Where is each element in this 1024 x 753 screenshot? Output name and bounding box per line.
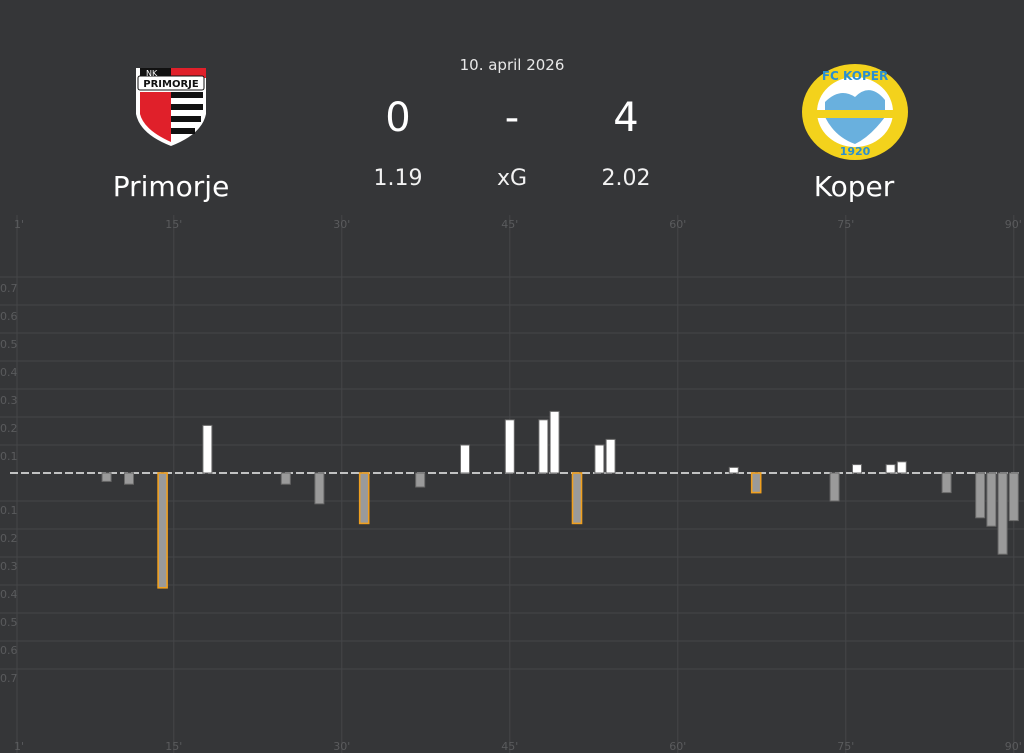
away-shot-bar <box>314 472 325 505</box>
y-tick-label: 0.7 <box>0 672 18 685</box>
away-shot-bar <box>941 472 952 494</box>
away-shot-bar <box>997 472 1008 555</box>
away-goal-bar <box>750 472 762 494</box>
x-tick-label-bottom: 15' <box>165 740 182 753</box>
x-tick-label-bottom: 60' <box>669 740 686 753</box>
away-shot-bar <box>829 472 840 502</box>
y-tick-label: 0.1 <box>0 504 18 517</box>
home-shot-bar <box>504 419 515 474</box>
x-tick-label-top: 75' <box>837 218 854 231</box>
away-xg: 2.02 <box>601 166 651 191</box>
x-tick-label-bottom: 90' <box>1005 740 1022 753</box>
away-shot-bar <box>280 472 291 485</box>
y-tick-label: 0.4 <box>0 366 18 379</box>
home-shot-bar <box>728 466 739 474</box>
home-shot-bar <box>605 438 616 474</box>
home-shot-bar <box>538 419 549 474</box>
y-tick-label: 0.6 <box>0 644 18 657</box>
score-separator: - <box>504 95 520 141</box>
x-tick-label-bottom: 30' <box>333 740 350 753</box>
y-tick-label: 0.1 <box>0 450 18 463</box>
svg-text:FC KOPER: FC KOPER <box>822 69 888 83</box>
x-tick-label-bottom: 1' <box>14 740 24 753</box>
y-tick-label: 0.4 <box>0 588 18 601</box>
home-shot-bar <box>549 410 560 474</box>
home-team-name: Primorje <box>112 170 230 203</box>
home-shot-bar <box>594 444 605 474</box>
home-shot-bar <box>852 464 862 474</box>
x-tick-label-top: 60' <box>669 218 686 231</box>
away-shot-bar <box>1008 472 1019 522</box>
home-shot-bar <box>896 461 907 474</box>
home-xg: 1.19 <box>373 166 423 191</box>
x-tick-label-bottom: 75' <box>837 740 854 753</box>
match-date: 10. april 2026 <box>459 56 565 74</box>
y-tick-label: 0.7 <box>0 282 18 295</box>
x-tick-label-top: 30' <box>333 218 350 231</box>
y-tick-label: 0.2 <box>0 532 18 545</box>
y-tick-label: 0.5 <box>0 616 18 629</box>
away-shot-bar <box>415 472 426 488</box>
x-tick-label-bottom: 45' <box>501 740 518 753</box>
svg-text:PRIMORJE: PRIMORJE <box>143 79 199 90</box>
y-tick-label: 0.2 <box>0 422 18 435</box>
y-tick-label: 0.6 <box>0 310 18 323</box>
away-shot-bar <box>124 472 134 485</box>
svg-text:1920: 1920 <box>840 145 871 158</box>
x-tick-label-top: 90' <box>1005 218 1022 231</box>
home-shot-bar <box>202 424 213 474</box>
x-tick-label-top: 1' <box>14 218 24 231</box>
away-shot-bar <box>101 472 112 482</box>
y-tick-label: 0.3 <box>0 560 18 573</box>
x-tick-label-top: 45' <box>501 218 518 231</box>
away-goal-bar <box>571 472 583 525</box>
home-shot-bar <box>460 444 470 474</box>
y-tick-label: 0.5 <box>0 338 18 351</box>
away-goal-bar <box>358 472 370 525</box>
home-score: 0 <box>385 95 411 141</box>
away-shot-bar <box>975 472 986 519</box>
away-goal-bar <box>157 472 168 589</box>
home-shot-bar <box>885 464 896 474</box>
primorje-logo: PRIMORJE NK <box>136 68 206 146</box>
x-tick-label-top: 15' <box>165 218 182 231</box>
away-score: 4 <box>613 95 639 141</box>
svg-text:NK: NK <box>146 69 158 78</box>
koper-logo: FC KOPER 1920 <box>802 64 908 160</box>
away-shot-bar <box>986 472 997 527</box>
xg-label: xG <box>496 166 528 191</box>
y-tick-label: 0.3 <box>0 394 18 407</box>
away-team-name: Koper <box>813 170 895 203</box>
